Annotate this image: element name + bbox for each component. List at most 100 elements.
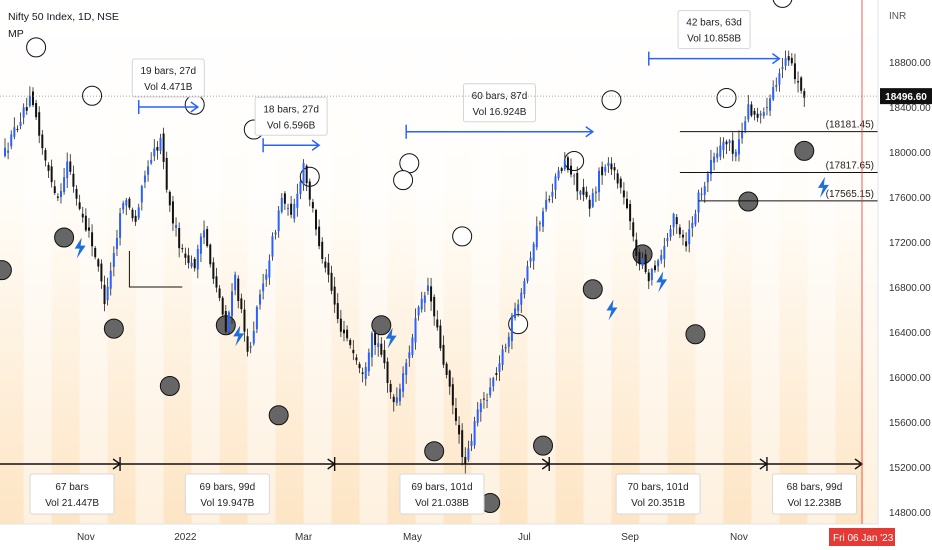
candle-body (31, 91, 34, 106)
candle-body (109, 270, 112, 289)
candle-body (333, 286, 336, 305)
candle-body (678, 227, 681, 235)
cycle-marker-open (26, 37, 47, 58)
candle-body (775, 85, 778, 87)
candle-body (19, 121, 22, 126)
cycle-label-box (29, 473, 115, 515)
candle-body (59, 190, 62, 198)
candle-body (56, 196, 59, 198)
candle-body (311, 202, 314, 209)
candle-body (10, 134, 13, 147)
cycle-bars-label: 69 bars, 101d (411, 482, 472, 493)
candle-body (115, 237, 118, 249)
range-label-box (131, 58, 205, 98)
range-bars-label: 18 bars, 27d (263, 104, 319, 115)
candle-body (772, 86, 775, 100)
candle-body (778, 73, 781, 85)
range-vol-label: Vol 16.924B (473, 107, 527, 118)
candle-body (787, 56, 790, 61)
price-level-label: (17817.65) (826, 161, 874, 172)
candle-body (756, 113, 759, 118)
candle-body (50, 166, 53, 183)
candle-body (653, 265, 656, 271)
candle-body (131, 209, 134, 219)
candle-body (467, 448, 470, 460)
candle-body (234, 274, 237, 291)
x-tick-label: Jul (518, 532, 531, 543)
candle-body (283, 193, 286, 204)
time-axis-background (0, 524, 878, 550)
candle-body (566, 157, 569, 170)
candle-body (420, 298, 423, 310)
candle-body (464, 456, 467, 465)
candle-body (430, 286, 433, 302)
candle-body (797, 81, 800, 83)
y-tick-label: 17200.00 (889, 238, 931, 249)
candle-body (445, 363, 448, 375)
candle-body (709, 159, 712, 175)
cycle-marker-filled (371, 315, 392, 336)
candle-body (669, 229, 672, 238)
candle-body (203, 230, 206, 238)
candle-body (299, 181, 302, 195)
candle-body (744, 121, 747, 131)
candle-body (604, 167, 607, 172)
candle-body (159, 137, 162, 151)
candle-body (377, 343, 380, 347)
candle-body (722, 141, 725, 151)
candle-body (392, 396, 395, 403)
y-tick-label: 17600.00 (889, 193, 931, 204)
session-stripe (751, 0, 780, 550)
candle-body (342, 329, 345, 334)
candle-body (364, 366, 367, 379)
candle-body (489, 387, 492, 396)
candle-body (187, 255, 190, 264)
lightning-icon (606, 299, 618, 321)
candle-body (35, 103, 38, 118)
candle-body (632, 222, 635, 237)
candle-body (47, 164, 50, 171)
candle-body (16, 128, 19, 130)
candle-body (601, 166, 604, 176)
cycle-marker-filled (54, 227, 75, 248)
candle-body (321, 241, 324, 259)
candle-body (501, 349, 504, 365)
candle-body (660, 255, 663, 261)
range-label-box (462, 83, 536, 123)
candle-body (520, 292, 523, 305)
candle-body (607, 162, 610, 167)
range-vol-label: Vol 10.858B (687, 34, 741, 45)
cycle-marker-open (601, 90, 622, 111)
candle-body (594, 191, 597, 194)
session-stripe (23, 0, 52, 550)
candle-body (765, 106, 768, 108)
candle-body (296, 193, 299, 208)
candle-body (598, 170, 601, 193)
crosshair-date-badge (829, 528, 895, 546)
candle-body (22, 107, 25, 118)
candle-body (700, 193, 703, 195)
candle-body (436, 319, 439, 328)
candle-body (41, 134, 44, 149)
y-tick-label: 15600.00 (889, 418, 931, 429)
cycle-marker-filled (424, 441, 445, 462)
lightning-icon (233, 325, 245, 347)
candle-body (800, 77, 803, 91)
candle-body (716, 153, 719, 158)
candle-body (302, 163, 305, 185)
candle-body (504, 347, 507, 349)
y-tick-label: 14800.00 (889, 508, 931, 519)
candle-body (616, 173, 619, 184)
candle-body (171, 201, 174, 224)
candle-body (78, 202, 81, 209)
candle-body (122, 203, 125, 210)
candle-body (529, 257, 532, 262)
range-label-box (677, 10, 751, 50)
candle-body (706, 173, 709, 183)
candle-body (560, 168, 563, 171)
candle-body (367, 352, 370, 372)
candle-body (315, 209, 317, 230)
indicator-label: MP (8, 28, 24, 40)
candle-body (355, 357, 358, 361)
